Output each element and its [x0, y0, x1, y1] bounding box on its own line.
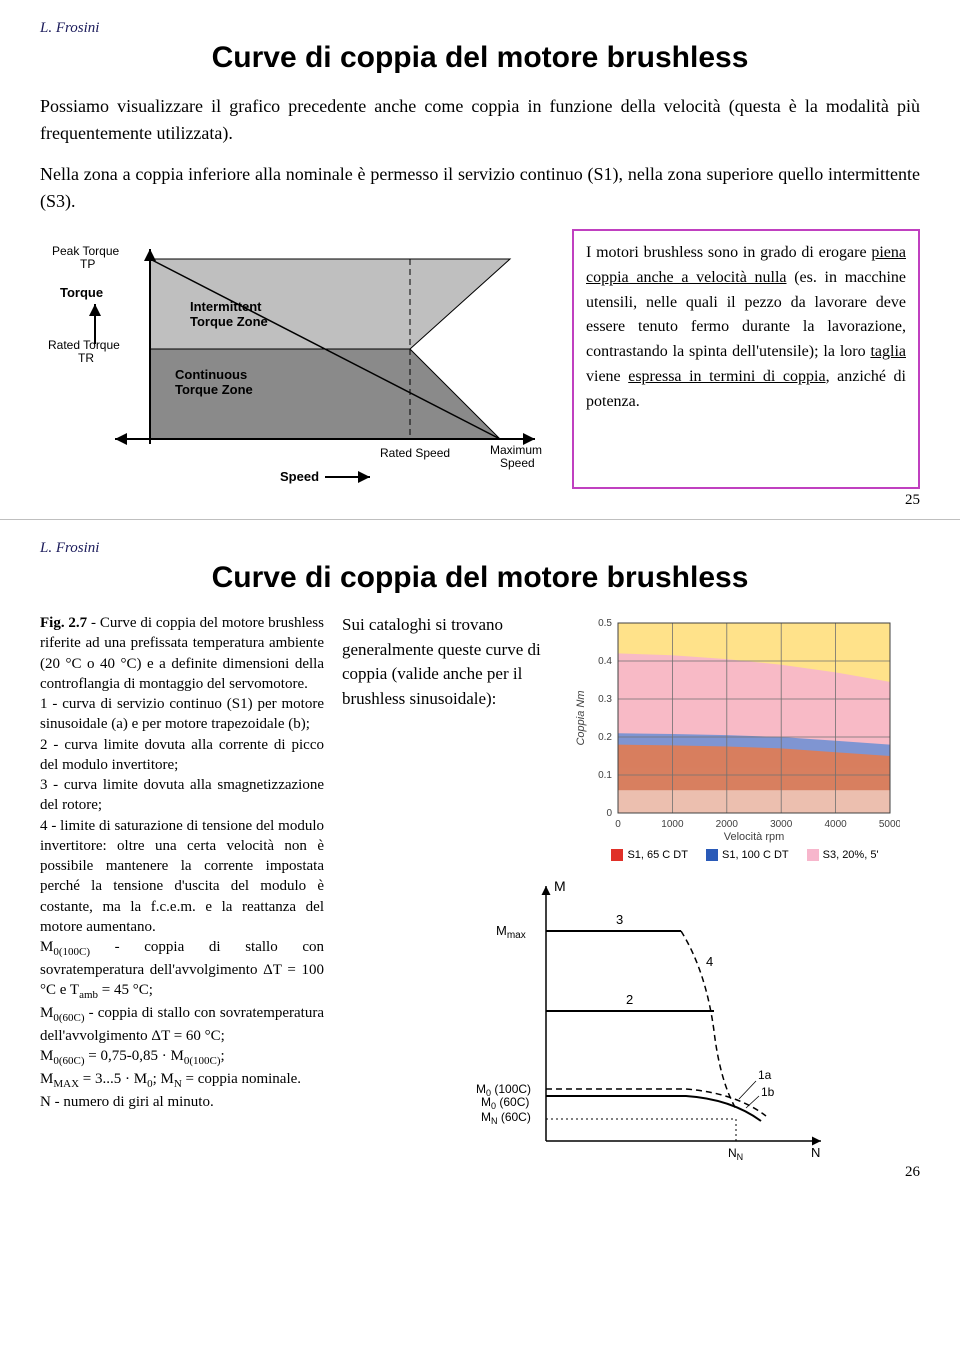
slide2-row: Fig. 2.7 - Curve di coppia del motore br… [40, 613, 920, 1161]
legend-swatch [807, 849, 819, 861]
author-label: L. Frosini [40, 540, 920, 557]
coppia-chart: 0 1000 2000 3000 4000 5000 0 0.1 0.2 0.3 0.4 0.5 Vel… [570, 613, 900, 843]
torque-zone-diagram: Peak TorqueTP Torque Rated TorqueTR Inte… [40, 229, 550, 489]
page-number: 26 [905, 1164, 920, 1181]
svg-text:0.5: 0.5 [598, 618, 612, 629]
ymarker-m0-60: M0 (60C) [481, 1095, 529, 1111]
slide-title: Curve di coppia del motore brushless [40, 41, 920, 75]
curve-diagram: M Mmax 3 4 2 [456, 871, 806, 1161]
para-1: Possiamo visualizzare il grafico precede… [40, 93, 920, 147]
svg-text:0: 0 [615, 819, 621, 830]
svg-text:Velocità rpm: Velocità rpm [724, 831, 785, 843]
label-torque-axis: Torque [60, 285, 103, 300]
xmarker-n: N [811, 1145, 820, 1160]
curve-label-1b: 1b [761, 1085, 775, 1099]
label-rated-torque: Rated TorqueTR [48, 338, 120, 365]
label-rated-speed: Rated Speed [380, 446, 450, 460]
y-axis-label: M [554, 878, 566, 894]
chart-legend: S1, 65 C DT S1, 100 C DT S3, 20%, 5' [570, 849, 920, 861]
label-max-speed: MaximumSpeed [490, 443, 542, 470]
curve-label-3: 3 [616, 912, 623, 927]
xmarker-nn: NN [728, 1146, 743, 1162]
svg-text:2000: 2000 [716, 819, 739, 830]
ymarker-mn-60: MN (60C) [481, 1110, 531, 1126]
curve-label-2: 2 [626, 992, 633, 1007]
content-row: Peak TorqueTP Torque Rated TorqueTR Inte… [40, 229, 920, 489]
svg-text:0: 0 [606, 808, 612, 819]
label-zone-inter: IntermittentTorque Zone [190, 299, 268, 329]
curve-svg: M Mmax 3 4 2 [456, 871, 836, 1171]
para-2: Nella zona a coppia inferiore alla nomin… [40, 161, 920, 215]
mid-text: Sui cataloghi si trovano generalmente qu… [342, 613, 552, 861]
ymarker-mmax: Mmax [496, 923, 526, 941]
svg-text:3000: 3000 [770, 819, 793, 830]
label-speed-axis: Speed [280, 469, 319, 484]
slide-title: Curve di coppia del motore brushless [40, 561, 920, 595]
svg-text:Coppia Nm: Coppia Nm [575, 690, 587, 745]
label-peak-torque: Peak TorqueTP [52, 244, 119, 271]
svg-text:4000: 4000 [824, 819, 847, 830]
label-zone-cont: ContinuousTorque Zone [175, 367, 253, 397]
legend-item: S1, 100 C DT [706, 849, 789, 861]
svg-text:0.4: 0.4 [598, 656, 612, 667]
callout-box: I motori brushless sono in grado di erog… [572, 229, 920, 489]
legend-label: S1, 65 C DT [627, 849, 688, 861]
curve-label-4: 4 [706, 954, 713, 969]
legend-item: S3, 20%, 5' [807, 849, 879, 861]
legend-item: S1, 65 C DT [611, 849, 688, 861]
legend-label: S3, 20%, 5' [823, 849, 879, 861]
author-label: L. Frosini [40, 20, 920, 37]
svg-text:0.1: 0.1 [598, 770, 612, 781]
torque-svg: Peak TorqueTP Torque Rated TorqueTR Inte… [40, 229, 550, 489]
callout-text: I motori brushless sono in grado di erog… [586, 244, 906, 410]
svg-text:5000: 5000 [879, 819, 900, 830]
legend-swatch [611, 849, 623, 861]
page-number: 25 [905, 492, 920, 509]
slide-2: L. Frosini Curve di coppia del motore br… [0, 520, 960, 1191]
svg-text:0.3: 0.3 [598, 694, 612, 705]
svg-text:0.2: 0.2 [598, 732, 612, 743]
figure-caption: Fig. 2.7 - Curve di coppia del motore br… [40, 613, 324, 1112]
slide-1: L. Frosini Curve di coppia del motore br… [0, 0, 960, 519]
curve-label-1a: 1a [758, 1068, 772, 1082]
legend-label: S1, 100 C DT [722, 849, 789, 861]
chart-column: 0 1000 2000 3000 4000 5000 0 0.1 0.2 0.3 0.4 0.5 Vel… [570, 613, 920, 861]
legend-swatch [706, 849, 718, 861]
svg-text:1000: 1000 [661, 819, 684, 830]
